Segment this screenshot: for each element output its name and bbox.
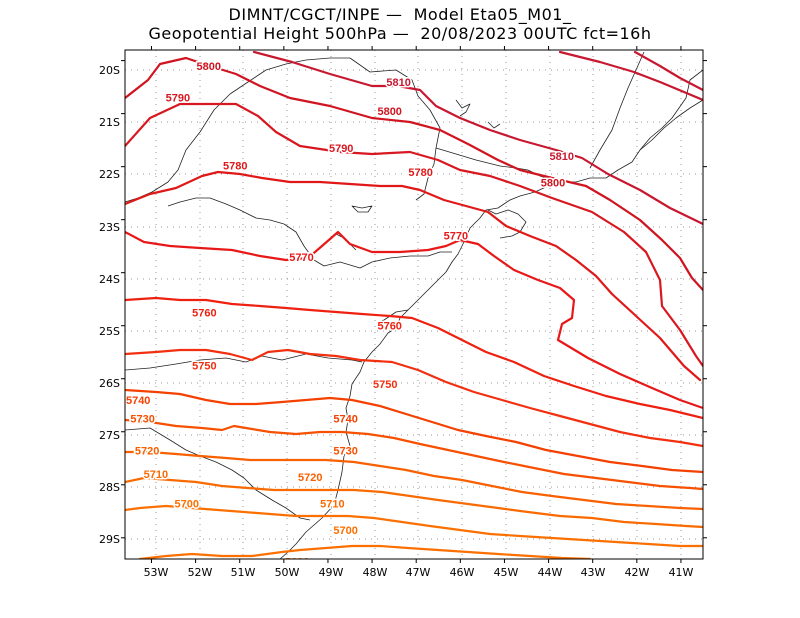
contour-label-5720: 5720 (135, 445, 159, 457)
border-sp-ms (125, 93, 231, 203)
contour-label-5740: 5740 (126, 395, 150, 407)
contour-label-5800: 5800 (377, 106, 401, 118)
contour-label-5780: 5780 (223, 161, 247, 173)
contour-label-5760: 5760 (192, 308, 216, 320)
contour-label-5730: 5730 (333, 445, 357, 457)
contour-label-5740: 5740 (333, 414, 357, 426)
coastline (279, 69, 703, 559)
contour-label-5780: 5780 (408, 167, 432, 179)
lat-lon-grid (125, 50, 703, 559)
contour-5700 (125, 504, 703, 548)
lon-tick-label: 53W (144, 566, 169, 579)
coastline (487, 209, 527, 239)
contour-5730 (125, 418, 703, 491)
contour-5750 (125, 348, 703, 448)
border-ba-mg (639, 99, 703, 151)
lat-tick-label: 21S (99, 116, 120, 129)
lat-tick-label: 23S (99, 221, 120, 234)
border-mg-es-north (589, 51, 645, 169)
lake (487, 121, 501, 129)
border-sp-pr (167, 197, 285, 225)
lon-tick-label: 51W (231, 566, 256, 579)
lon-axis: 53W 52W 51W 50W 49W 48W 47W 46W 45W 44W … (144, 566, 694, 579)
border-mg-sp (229, 57, 350, 95)
lat-axis: 20S 21S 22S 23S 24S 25S 26S 27S 28S 29S (99, 64, 120, 546)
contour-label-5800: 5800 (541, 178, 565, 190)
lon-tick-label: 48W (363, 566, 388, 579)
contour-label-5760: 5760 (377, 321, 401, 333)
lon-tick-label: 49W (319, 566, 344, 579)
contour-5810-east (558, 50, 703, 102)
contour-5720 (125, 450, 703, 511)
contour-label-5770: 5770 (444, 231, 468, 243)
lon-tick-label: 41W (669, 566, 694, 579)
contour-label-5750: 5750 (373, 379, 397, 391)
plot-frame (124, 49, 704, 560)
contour-5740 (125, 388, 703, 474)
contour-label-5710: 5710 (144, 469, 168, 481)
lon-tick-label: 47W (406, 566, 431, 579)
lon-tick-label: 52W (188, 566, 213, 579)
contour-5780 (125, 170, 702, 382)
contour-labels: 5810 5810 5800 5800 5800 5790 5790 5780 5780 5770… (125, 59, 576, 569)
contour-label-5750: 5750 (192, 361, 216, 373)
lat-tick-label: 22S (99, 168, 120, 181)
lat-tick-label: 26S (99, 377, 120, 390)
contour-label-5800: 5800 (197, 61, 221, 73)
contour-lines (125, 50, 703, 559)
contour-5810-ne (633, 50, 703, 92)
contour-label-5810: 5810 (550, 151, 574, 163)
contour-label-5700: 5700 (333, 525, 357, 537)
lon-tick-label: 44W (538, 566, 563, 579)
border-sp-pr (283, 223, 452, 269)
axis-ticks (121, 46, 707, 563)
border-mg-es (349, 57, 441, 201)
contour-label-5810: 5810 (386, 77, 410, 89)
chart-title-line1: DIMNT/CGCT/INPE — Model Eta05_M01_ (228, 5, 572, 24)
contour-label-5770: 5770 (289, 252, 313, 264)
contour-5810-north (252, 50, 703, 226)
lat-tick-label: 25S (99, 325, 120, 338)
coastline-and-borders (125, 51, 703, 559)
lat-tick-label: 27S (99, 429, 120, 442)
contour-5760 (125, 296, 703, 420)
contour-label-5790: 5790 (329, 143, 353, 155)
contour-label-5730: 5730 (130, 414, 154, 426)
lake (351, 205, 373, 213)
lon-tick-label: 46W (450, 566, 475, 579)
contour-label-5720: 5720 (298, 472, 322, 484)
lake (455, 99, 471, 117)
lat-tick-label: 28S (99, 481, 120, 494)
contour-5770 (125, 230, 703, 410)
lat-tick-label: 24S (99, 273, 120, 286)
lat-tick-label: 29S (99, 533, 120, 546)
chart-title-line2: Geopotential Height 500hPa — 20/08/2023 … (148, 24, 652, 43)
contour-5690 (138, 544, 592, 559)
contour-5790 (125, 102, 703, 368)
border-sc-rs (125, 427, 311, 521)
lon-tick-label: 42W (625, 566, 650, 579)
contour-label-5710: 5710 (320, 498, 344, 510)
contour-label-5790: 5790 (166, 93, 190, 105)
lon-tick-label: 43W (581, 566, 606, 579)
lon-tick-label: 50W (275, 566, 300, 579)
contour-label-5690: 5690 (285, 557, 309, 569)
contour-5710 (125, 476, 703, 529)
lon-tick-label: 45W (494, 566, 519, 579)
contour-label-5700: 5700 (175, 498, 199, 510)
contour-5800 (125, 56, 703, 292)
lat-tick-label: 20S (99, 64, 120, 77)
